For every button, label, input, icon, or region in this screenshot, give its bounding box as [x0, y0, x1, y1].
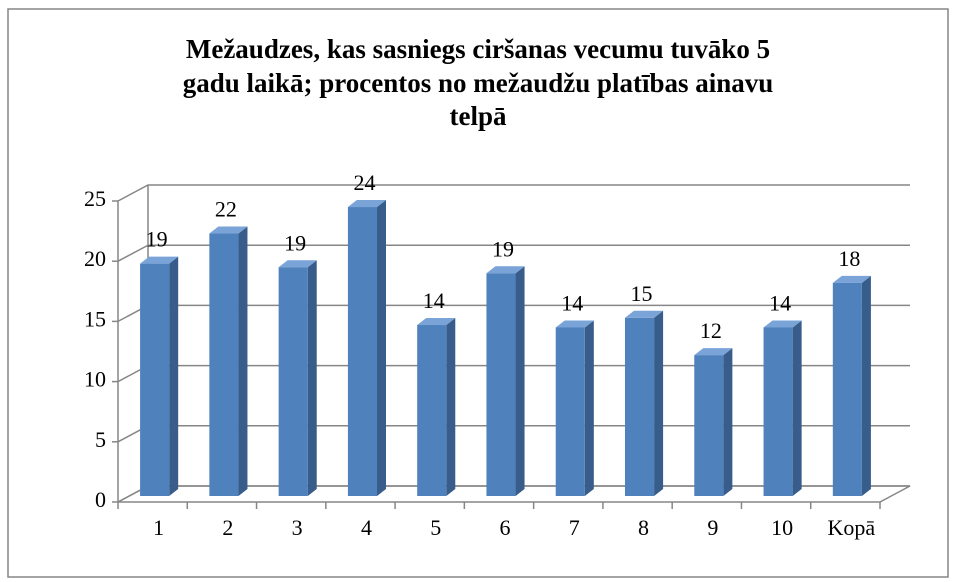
grid-line [117, 244, 910, 262]
data-label: 14 [561, 290, 583, 315]
bar-top [140, 256, 179, 264]
bar [832, 275, 871, 496]
bar-top [417, 318, 456, 326]
data-label: 18 [838, 246, 860, 271]
x-tick-label: 1 [153, 515, 164, 540]
bar-front [417, 325, 447, 496]
y-tick-label: 5 [95, 427, 106, 452]
x-tick-label: 9 [707, 515, 718, 540]
x-tick-label: 6 [500, 515, 511, 540]
bar-side [584, 320, 594, 496]
x-tick-label: Kopā [828, 515, 876, 540]
bar-front [486, 273, 516, 496]
bar-top [763, 320, 802, 328]
bar [624, 310, 664, 496]
bar-top [624, 310, 664, 318]
bar [417, 318, 456, 496]
bar-side [446, 318, 456, 496]
data-label: 22 [215, 197, 237, 222]
bar-front [555, 327, 585, 496]
bar-front [694, 355, 724, 496]
x-tick-label: 4 [361, 515, 372, 540]
x-tick-label: 5 [430, 515, 441, 540]
bar-front [347, 207, 378, 497]
data-label: 19 [146, 227, 168, 252]
data-label: 14 [423, 288, 445, 313]
bar-side [169, 256, 179, 496]
bar-top [347, 200, 387, 208]
y-tick-label: 20 [84, 246, 106, 271]
y-tick-label: 0 [95, 487, 106, 512]
bar [209, 226, 248, 496]
bar-front [624, 317, 655, 496]
y-tick-label: 25 [84, 186, 106, 211]
bar-front [209, 233, 239, 496]
bar-front [832, 282, 862, 496]
bar-top [555, 320, 594, 328]
bar-top [486, 266, 525, 274]
grid-line [117, 184, 910, 202]
bar-top [209, 226, 248, 234]
bar [555, 320, 594, 496]
bar [694, 348, 733, 496]
data-label: 19 [284, 230, 306, 255]
bar-side [723, 348, 733, 496]
bar-top [832, 275, 871, 283]
bar-top [694, 348, 733, 356]
x-tick-label: 3 [292, 515, 303, 540]
bar-side [654, 310, 664, 496]
chart-title: gadu laikā; procentos no mežaudžu platīb… [183, 68, 774, 98]
bar-side [515, 266, 525, 496]
bar-side [792, 320, 802, 496]
bar-side [238, 226, 248, 496]
y-tick-label: 10 [84, 367, 106, 392]
bar [278, 260, 317, 496]
data-label: 19 [492, 236, 514, 261]
data-label: 24 [353, 170, 375, 195]
x-tick-label: 2 [222, 515, 233, 540]
bar [763, 320, 802, 496]
bar-top [278, 260, 317, 268]
bar [486, 266, 525, 496]
chart-title: telpā [450, 101, 507, 131]
bar [140, 256, 179, 496]
chart-title: Mežaudzes, kas sasniegs ciršanas vecumu … [186, 34, 770, 64]
x-tick-label: 10 [771, 515, 793, 540]
y-tick-label: 15 [84, 306, 106, 331]
data-label: 14 [769, 290, 791, 315]
x-tick-label: 8 [638, 515, 649, 540]
bar [347, 200, 387, 497]
bar-front [763, 327, 793, 496]
bar-side [377, 200, 387, 497]
data-label: 12 [700, 318, 722, 343]
bar-side [861, 275, 871, 496]
data-label: 15 [631, 281, 653, 306]
bar-side [307, 260, 317, 496]
x-tick-label: 7 [569, 515, 580, 540]
bar-front [140, 263, 170, 496]
bar-front [278, 267, 308, 496]
